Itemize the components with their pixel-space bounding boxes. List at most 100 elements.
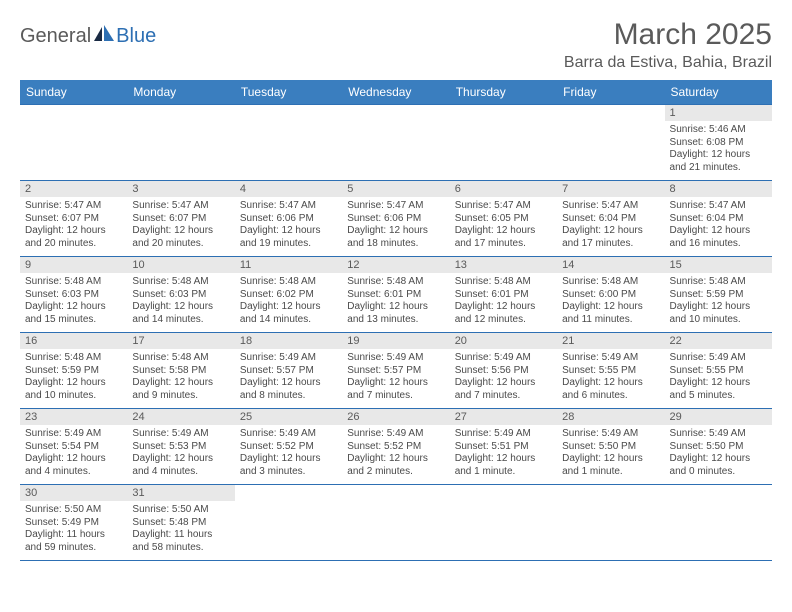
calendar-day-cell: 21Sunrise: 5:49 AMSunset: 5:55 PMDayligh… <box>557 333 664 409</box>
sunset-text: Sunset: 5:52 PM <box>240 441 337 454</box>
sunset-text: Sunset: 6:04 PM <box>670 213 767 226</box>
calendar-day-cell: 6Sunrise: 5:47 AMSunset: 6:05 PMDaylight… <box>450 181 557 257</box>
daylight-text: Daylight: 12 hours and 20 minutes. <box>132 225 229 250</box>
calendar-day-cell: 15Sunrise: 5:48 AMSunset: 5:59 PMDayligh… <box>665 257 772 333</box>
day-number: 18 <box>235 333 342 349</box>
day-number: 19 <box>342 333 449 349</box>
sunset-text: Sunset: 6:02 PM <box>240 289 337 302</box>
day-details: Sunrise: 5:46 AMSunset: 6:08 PMDaylight:… <box>665 121 772 178</box>
day-number: 20 <box>450 333 557 349</box>
calendar-day-cell: 22Sunrise: 5:49 AMSunset: 5:55 PMDayligh… <box>665 333 772 409</box>
day-details: Sunrise: 5:49 AMSunset: 5:54 PMDaylight:… <box>20 425 127 482</box>
day-number: 15 <box>665 257 772 273</box>
sunrise-text: Sunrise: 5:49 AM <box>670 428 767 441</box>
calendar-week-row: 23Sunrise: 5:49 AMSunset: 5:54 PMDayligh… <box>20 409 772 485</box>
daylight-text: Daylight: 12 hours and 7 minutes. <box>347 377 444 402</box>
sunrise-text: Sunrise: 5:48 AM <box>25 352 122 365</box>
calendar-day-cell <box>557 105 664 181</box>
sunset-text: Sunset: 5:53 PM <box>132 441 229 454</box>
daylight-text: Daylight: 12 hours and 13 minutes. <box>347 301 444 326</box>
day-number: 8 <box>665 181 772 197</box>
daylight-text: Daylight: 12 hours and 1 minute. <box>562 453 659 478</box>
day-details: Sunrise: 5:49 AMSunset: 5:57 PMDaylight:… <box>342 349 449 406</box>
day-details: Sunrise: 5:48 AMSunset: 6:03 PMDaylight:… <box>127 273 234 330</box>
sunset-text: Sunset: 5:59 PM <box>25 365 122 378</box>
weekday-header: Tuesday <box>235 80 342 105</box>
sunset-text: Sunset: 5:57 PM <box>347 365 444 378</box>
day-details: Sunrise: 5:49 AMSunset: 5:51 PMDaylight:… <box>450 425 557 482</box>
sunrise-text: Sunrise: 5:47 AM <box>240 200 337 213</box>
calendar-day-cell: 27Sunrise: 5:49 AMSunset: 5:51 PMDayligh… <box>450 409 557 485</box>
calendar-week-row: 9Sunrise: 5:48 AMSunset: 6:03 PMDaylight… <box>20 257 772 333</box>
day-details: Sunrise: 5:49 AMSunset: 5:55 PMDaylight:… <box>557 349 664 406</box>
sunset-text: Sunset: 6:05 PM <box>455 213 552 226</box>
day-number: 24 <box>127 409 234 425</box>
day-details: Sunrise: 5:48 AMSunset: 6:01 PMDaylight:… <box>342 273 449 330</box>
calendar-day-cell <box>235 105 342 181</box>
sunset-text: Sunset: 5:57 PM <box>240 365 337 378</box>
sunset-text: Sunset: 5:59 PM <box>670 289 767 302</box>
calendar-week-row: 1Sunrise: 5:46 AMSunset: 6:08 PMDaylight… <box>20 105 772 181</box>
sunrise-text: Sunrise: 5:49 AM <box>347 352 444 365</box>
sunrise-text: Sunrise: 5:50 AM <box>25 504 122 517</box>
daylight-text: Daylight: 12 hours and 8 minutes. <box>240 377 337 402</box>
day-number: 6 <box>450 181 557 197</box>
sunset-text: Sunset: 5:49 PM <box>25 517 122 530</box>
day-details: Sunrise: 5:47 AMSunset: 6:05 PMDaylight:… <box>450 197 557 254</box>
day-number: 5 <box>342 181 449 197</box>
sunrise-text: Sunrise: 5:48 AM <box>670 276 767 289</box>
sunset-text: Sunset: 5:58 PM <box>132 365 229 378</box>
sunset-text: Sunset: 6:07 PM <box>132 213 229 226</box>
sunrise-text: Sunrise: 5:49 AM <box>562 352 659 365</box>
sunset-text: Sunset: 5:54 PM <box>25 441 122 454</box>
daylight-text: Daylight: 12 hours and 19 minutes. <box>240 225 337 250</box>
day-details: Sunrise: 5:48 AMSunset: 5:59 PMDaylight:… <box>665 273 772 330</box>
calendar-day-cell: 28Sunrise: 5:49 AMSunset: 5:50 PMDayligh… <box>557 409 664 485</box>
calendar-day-cell <box>127 105 234 181</box>
day-number: 11 <box>235 257 342 273</box>
day-details: Sunrise: 5:48 AMSunset: 6:01 PMDaylight:… <box>450 273 557 330</box>
calendar-day-cell: 14Sunrise: 5:48 AMSunset: 6:00 PMDayligh… <box>557 257 664 333</box>
day-details: Sunrise: 5:49 AMSunset: 5:55 PMDaylight:… <box>665 349 772 406</box>
daylight-text: Daylight: 12 hours and 6 minutes. <box>562 377 659 402</box>
calendar-day-cell <box>557 485 664 561</box>
sunrise-text: Sunrise: 5:47 AM <box>455 200 552 213</box>
logo-text-blue: Blue <box>116 25 156 48</box>
day-number: 17 <box>127 333 234 349</box>
sunrise-text: Sunrise: 5:47 AM <box>25 200 122 213</box>
weekday-header: Sunday <box>20 80 127 105</box>
day-details: Sunrise: 5:47 AMSunset: 6:07 PMDaylight:… <box>20 197 127 254</box>
logo-text-general: General <box>20 25 91 48</box>
sunset-text: Sunset: 6:03 PM <box>132 289 229 302</box>
sunrise-text: Sunrise: 5:47 AM <box>347 200 444 213</box>
daylight-text: Daylight: 12 hours and 10 minutes. <box>25 377 122 402</box>
day-number: 3 <box>127 181 234 197</box>
day-details: Sunrise: 5:48 AMSunset: 5:59 PMDaylight:… <box>20 349 127 406</box>
calendar-day-cell: 17Sunrise: 5:48 AMSunset: 5:58 PMDayligh… <box>127 333 234 409</box>
calendar-day-cell: 30Sunrise: 5:50 AMSunset: 5:49 PMDayligh… <box>20 485 127 561</box>
day-details: Sunrise: 5:48 AMSunset: 5:58 PMDaylight:… <box>127 349 234 406</box>
sunrise-text: Sunrise: 5:48 AM <box>25 276 122 289</box>
day-details: Sunrise: 5:50 AMSunset: 5:48 PMDaylight:… <box>127 501 234 558</box>
sunrise-text: Sunrise: 5:49 AM <box>670 352 767 365</box>
sunset-text: Sunset: 5:48 PM <box>132 517 229 530</box>
daylight-text: Daylight: 12 hours and 18 minutes. <box>347 225 444 250</box>
sunset-text: Sunset: 5:52 PM <box>347 441 444 454</box>
calendar-day-cell: 12Sunrise: 5:48 AMSunset: 6:01 PMDayligh… <box>342 257 449 333</box>
daylight-text: Daylight: 12 hours and 17 minutes. <box>562 225 659 250</box>
weekday-header: Wednesday <box>342 80 449 105</box>
calendar-day-cell: 11Sunrise: 5:48 AMSunset: 6:02 PMDayligh… <box>235 257 342 333</box>
calendar-day-cell: 20Sunrise: 5:49 AMSunset: 5:56 PMDayligh… <box>450 333 557 409</box>
calendar-day-cell: 13Sunrise: 5:48 AMSunset: 6:01 PMDayligh… <box>450 257 557 333</box>
day-number: 25 <box>235 409 342 425</box>
day-number: 22 <box>665 333 772 349</box>
day-details: Sunrise: 5:49 AMSunset: 5:52 PMDaylight:… <box>235 425 342 482</box>
calendar-day-cell: 29Sunrise: 5:49 AMSunset: 5:50 PMDayligh… <box>665 409 772 485</box>
day-details: Sunrise: 5:47 AMSunset: 6:04 PMDaylight:… <box>557 197 664 254</box>
calendar-day-cell: 8Sunrise: 5:47 AMSunset: 6:04 PMDaylight… <box>665 181 772 257</box>
calendar-day-cell: 18Sunrise: 5:49 AMSunset: 5:57 PMDayligh… <box>235 333 342 409</box>
weekday-header: Friday <box>557 80 664 105</box>
calendar-day-cell: 25Sunrise: 5:49 AMSunset: 5:52 PMDayligh… <box>235 409 342 485</box>
day-number: 26 <box>342 409 449 425</box>
daylight-text: Daylight: 12 hours and 5 minutes. <box>670 377 767 402</box>
